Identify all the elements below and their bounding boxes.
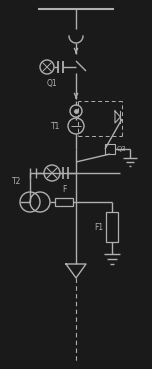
- Text: F: F: [62, 185, 66, 194]
- Bar: [106, 212, 118, 242]
- Text: T2: T2: [12, 177, 22, 186]
- Text: Q3: Q3: [117, 146, 127, 152]
- Text: Q1: Q1: [47, 79, 57, 88]
- Bar: [55, 198, 73, 206]
- Text: T1: T1: [51, 121, 61, 131]
- Bar: [105, 144, 115, 154]
- Text: F1: F1: [94, 223, 103, 231]
